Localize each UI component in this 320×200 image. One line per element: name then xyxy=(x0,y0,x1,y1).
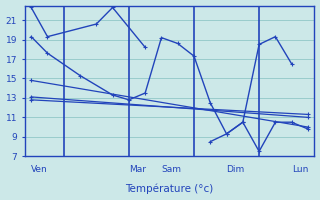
Text: Ven: Ven xyxy=(31,165,48,174)
Text: Mar: Mar xyxy=(129,165,146,174)
Text: Dim: Dim xyxy=(227,165,245,174)
Text: Sam: Sam xyxy=(161,165,181,174)
X-axis label: Température (°c): Température (°c) xyxy=(125,183,214,194)
Text: Lun: Lun xyxy=(292,165,308,174)
